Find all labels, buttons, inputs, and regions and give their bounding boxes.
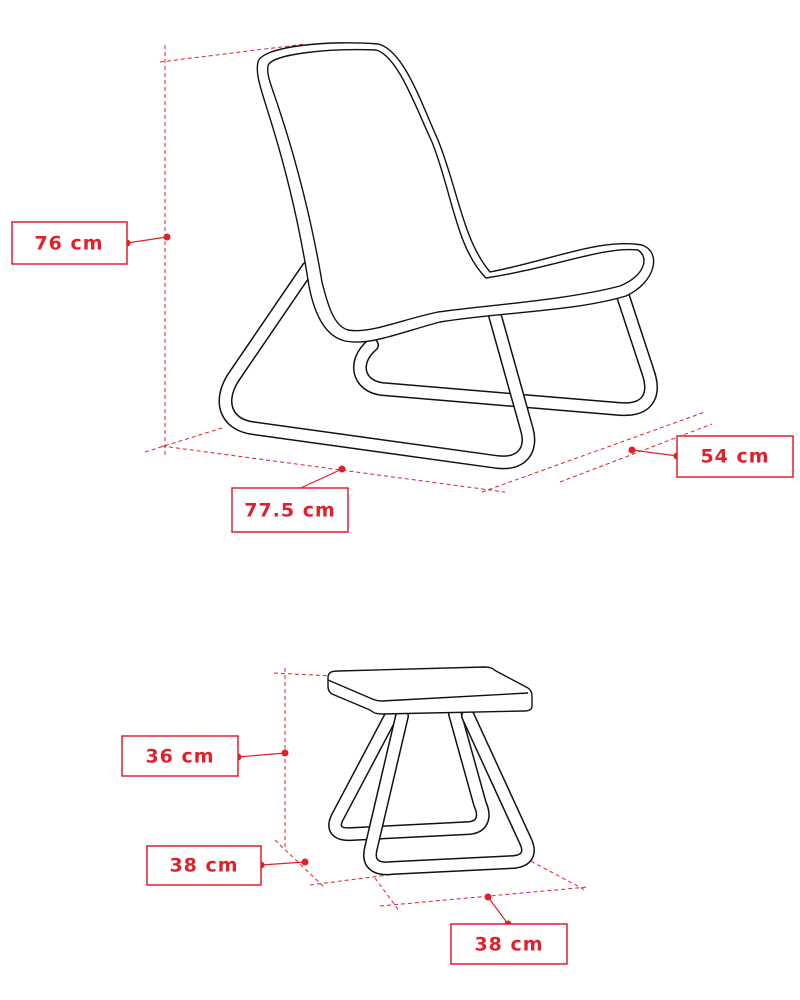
- chair-frame: [218, 261, 658, 470]
- chair-shell: [256, 42, 655, 343]
- chair-guides: [144, 43, 713, 493]
- chair-width-label: 54 cm: [700, 446, 769, 468]
- chair-height-label: 76 cm: [34, 233, 103, 255]
- dimension-labels: 76 cm 77.5 cm 54 cm 36 cm 38 cm 38 cm: [11, 221, 794, 965]
- stool-height-label: 36 cm: [145, 746, 214, 768]
- chair-depth-label: 77.5 cm: [244, 500, 336, 522]
- stool-depth-label: 38 cm: [474, 934, 543, 956]
- stool-guides: [273, 668, 589, 913]
- stool-width-label: 38 cm: [169, 855, 238, 877]
- stool: [327, 666, 535, 876]
